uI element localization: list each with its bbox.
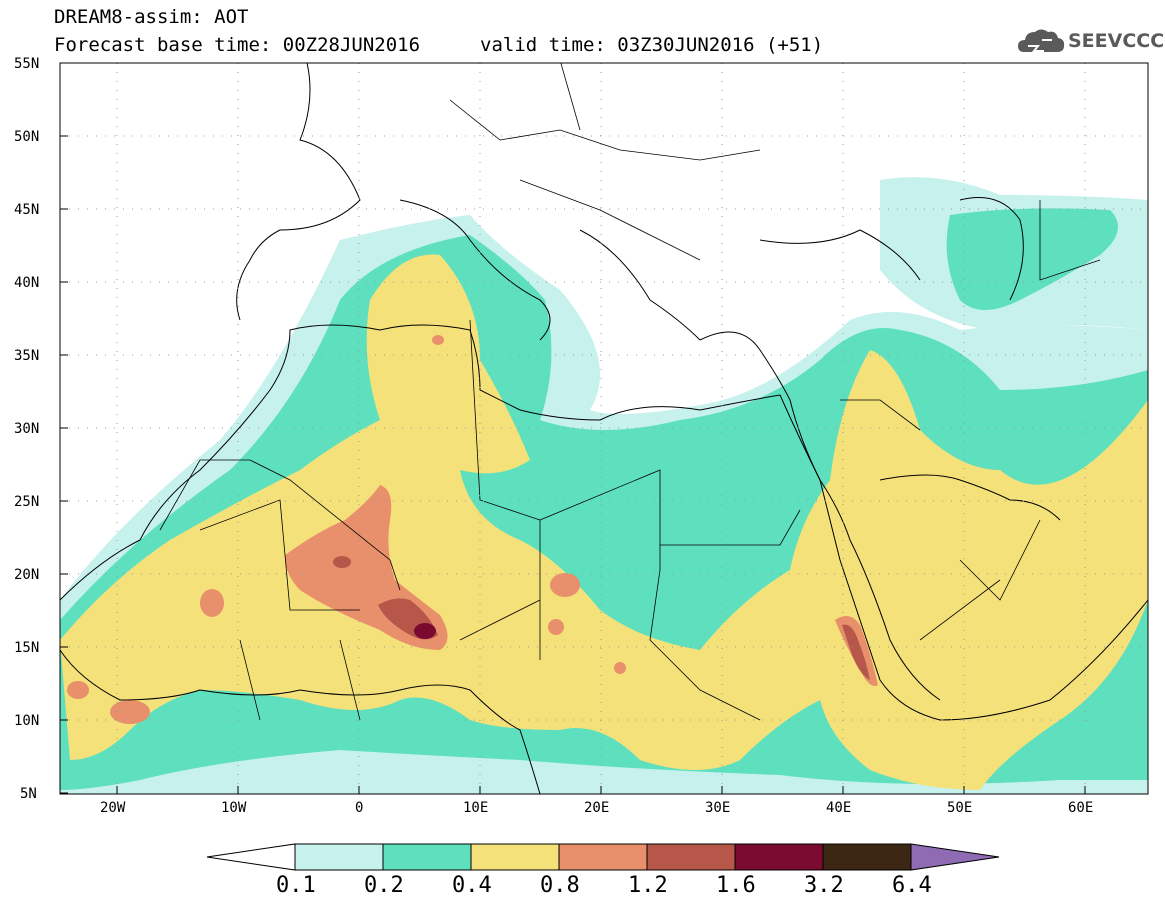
axis-ticks (60, 62, 1086, 794)
logo-text: SEEVCCC (1068, 30, 1165, 52)
colorbar-label: 1.2 (628, 873, 668, 898)
colorbar-bin (294, 843, 384, 871)
lat-label: 15N (14, 640, 39, 656)
lat-label: 40N (14, 275, 39, 291)
aot-level-0.4 (60, 254, 1148, 790)
map-title-model: DREAM8-assim: AOT (54, 6, 249, 28)
map-forecast-base-time: Forecast base time: 00Z28JUN2016 (54, 34, 421, 56)
lon-label: 40E (826, 800, 851, 816)
colorbar-labels: 0.1 0.2 0.4 0.8 1.2 1.6 3.2 6.4 (276, 873, 932, 898)
lon-label: 0 (355, 800, 363, 816)
lat-label: 55N (14, 56, 39, 72)
colorbar-bin (822, 843, 912, 871)
lat-label: 30N (14, 421, 39, 437)
aot-level-1.6 (414, 623, 436, 639)
lon-label: 10W (221, 800, 247, 816)
seevccc-logo: SEEVCCC (1016, 24, 1164, 58)
lat-label: 5N (20, 786, 37, 802)
colorbar-bin (646, 843, 736, 871)
map-valid-time: valid time: 03Z30JUN2016 (+51) (480, 34, 824, 56)
lon-label: 30E (705, 800, 730, 816)
longitude-labels: 20W 10W 0 10E 20E 30E 40E 50E 60E (100, 800, 1093, 816)
colorbar-label: 6.4 (892, 873, 932, 898)
lat-label: 25N (14, 494, 39, 510)
lat-label: 35N (14, 348, 39, 364)
colorbar-over-triangle (910, 843, 1000, 871)
colorbar-label: 0.4 (452, 873, 492, 898)
colorbar-label: 3.2 (804, 873, 844, 898)
lon-label: 50E (947, 800, 972, 816)
colorbar-under-triangle (206, 843, 296, 871)
colorbar-bin (470, 843, 560, 871)
lon-label: 60E (1068, 800, 1093, 816)
lat-label: 50N (14, 129, 39, 145)
lon-label: 20E (584, 800, 609, 816)
country-borders (159, 63, 1101, 721)
colorbar-bin (558, 843, 648, 871)
colorbar-bin (734, 843, 824, 871)
cloud-icon (1018, 29, 1065, 52)
lon-label: 20W (100, 800, 126, 816)
colorbar-label: 0.2 (364, 873, 404, 898)
lon-label: 10E (463, 800, 488, 816)
colorbar-label: 1.6 (716, 873, 756, 898)
colorbar (206, 843, 1000, 871)
latitude-labels: 55N 50N 45N 40N 35N 30N 25N 20N 15N 10N … (14, 56, 39, 802)
lat-label: 20N (14, 567, 39, 583)
colorbar-bin (382, 843, 472, 871)
lat-label: 10N (14, 713, 39, 729)
lat-label: 45N (14, 202, 39, 218)
colorbar-label: 0.1 (276, 873, 316, 898)
map-plot-area (60, 63, 1148, 794)
coastlines (60, 63, 1148, 794)
colorbar-label: 0.8 (540, 873, 580, 898)
